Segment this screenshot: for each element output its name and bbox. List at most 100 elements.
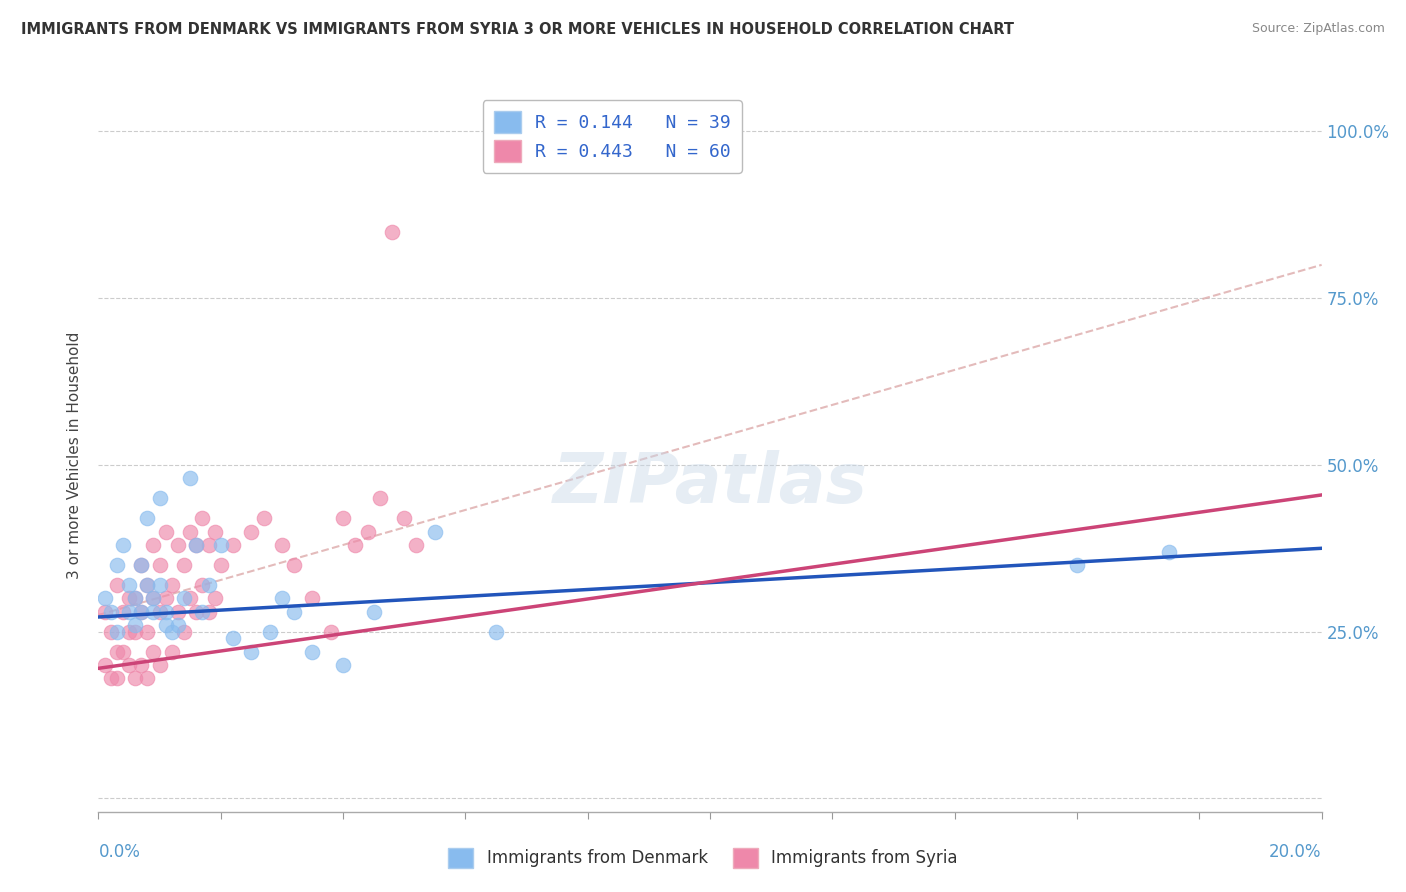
- Point: [105, 578, 128, 592]
- Point: [129, 605, 152, 619]
- Point: [191, 511, 214, 525]
- Point: [105, 624, 128, 639]
- Point: [197, 578, 219, 592]
- Point: [105, 558, 128, 572]
- Point: [332, 658, 354, 673]
- Point: [209, 538, 232, 552]
- Point: [149, 491, 172, 506]
- Point: [160, 624, 183, 639]
- Point: [301, 591, 323, 606]
- Point: [160, 578, 183, 592]
- Point: [142, 645, 165, 659]
- Text: 20.0%: 20.0%: [1270, 843, 1322, 861]
- Point: [344, 538, 367, 552]
- Point: [485, 624, 508, 639]
- Point: [252, 511, 274, 525]
- Point: [173, 591, 195, 606]
- Point: [173, 558, 195, 572]
- Point: [155, 605, 177, 619]
- Point: [142, 591, 165, 606]
- Point: [118, 591, 141, 606]
- Text: Source: ZipAtlas.com: Source: ZipAtlas.com: [1251, 22, 1385, 36]
- Point: [129, 658, 152, 673]
- Point: [240, 645, 263, 659]
- Point: [136, 578, 159, 592]
- Point: [118, 605, 141, 619]
- Point: [167, 605, 190, 619]
- Point: [142, 605, 165, 619]
- Point: [160, 645, 183, 659]
- Point: [105, 645, 128, 659]
- Point: [136, 511, 159, 525]
- Point: [155, 591, 177, 606]
- Point: [197, 605, 219, 619]
- Point: [332, 511, 354, 525]
- Point: [149, 658, 172, 673]
- Point: [100, 624, 122, 639]
- Point: [283, 558, 305, 572]
- Point: [100, 671, 122, 685]
- Point: [179, 524, 201, 539]
- Point: [204, 591, 226, 606]
- Point: [173, 624, 195, 639]
- Point: [1066, 558, 1088, 572]
- Point: [93, 605, 115, 619]
- Point: [105, 671, 128, 685]
- Point: [179, 591, 201, 606]
- Point: [356, 524, 378, 539]
- Point: [149, 605, 172, 619]
- Point: [179, 471, 201, 485]
- Point: [301, 645, 323, 659]
- Point: [118, 658, 141, 673]
- Point: [191, 578, 214, 592]
- Point: [155, 618, 177, 632]
- Point: [136, 671, 159, 685]
- Point: [319, 624, 342, 639]
- Point: [111, 538, 134, 552]
- Point: [259, 624, 281, 639]
- Point: [124, 591, 146, 606]
- Point: [270, 591, 292, 606]
- Point: [1157, 544, 1180, 558]
- Point: [129, 605, 152, 619]
- Point: [423, 524, 446, 539]
- Point: [129, 558, 152, 572]
- Point: [204, 524, 226, 539]
- Point: [209, 558, 232, 572]
- Point: [381, 225, 404, 239]
- Legend: Immigrants from Denmark, Immigrants from Syria: Immigrants from Denmark, Immigrants from…: [441, 841, 965, 875]
- Point: [155, 524, 177, 539]
- Point: [222, 538, 245, 552]
- Point: [100, 605, 122, 619]
- Point: [136, 578, 159, 592]
- Point: [111, 605, 134, 619]
- Point: [270, 538, 292, 552]
- Text: ZIPatlas: ZIPatlas: [553, 450, 868, 517]
- Point: [197, 538, 219, 552]
- Point: [142, 538, 165, 552]
- Point: [186, 538, 208, 552]
- Point: [283, 605, 305, 619]
- Point: [167, 618, 190, 632]
- Point: [118, 624, 141, 639]
- Point: [186, 605, 208, 619]
- Legend: R = 0.144   N = 39, R = 0.443   N = 60: R = 0.144 N = 39, R = 0.443 N = 60: [482, 100, 741, 173]
- Point: [124, 671, 146, 685]
- Point: [111, 645, 134, 659]
- Point: [124, 624, 146, 639]
- Point: [191, 605, 214, 619]
- Text: 0.0%: 0.0%: [98, 843, 141, 861]
- Text: IMMIGRANTS FROM DENMARK VS IMMIGRANTS FROM SYRIA 3 OR MORE VEHICLES IN HOUSEHOLD: IMMIGRANTS FROM DENMARK VS IMMIGRANTS FR…: [21, 22, 1014, 37]
- Point: [186, 538, 208, 552]
- Point: [240, 524, 263, 539]
- Point: [124, 618, 146, 632]
- Point: [149, 558, 172, 572]
- Point: [167, 538, 190, 552]
- Point: [149, 578, 172, 592]
- Point: [93, 591, 115, 606]
- Point: [142, 591, 165, 606]
- Point: [392, 511, 416, 525]
- Point: [405, 538, 427, 552]
- Point: [136, 624, 159, 639]
- Point: [129, 558, 152, 572]
